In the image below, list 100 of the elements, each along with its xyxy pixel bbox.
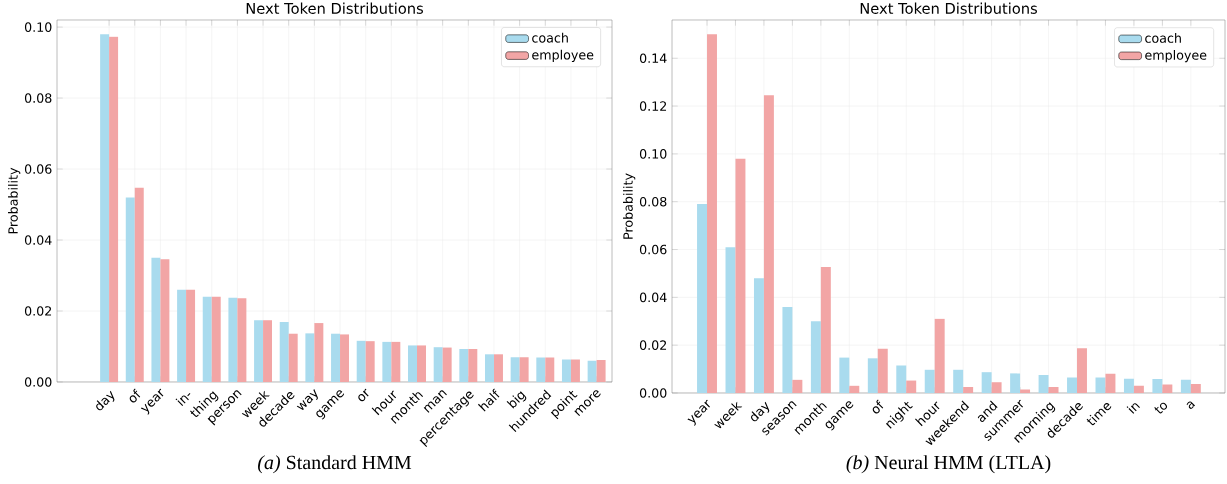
x-tick-label: or	[358, 388, 369, 402]
bar	[792, 379, 803, 393]
bar	[228, 297, 238, 382]
y-tick-label: 0.06	[639, 244, 667, 255]
bar	[263, 320, 273, 382]
bar	[1162, 384, 1173, 393]
y-tick-label: 0.02	[639, 340, 667, 350]
legend-label: coach	[532, 32, 568, 43]
bar	[331, 333, 341, 382]
y-tick-label: 0.00	[639, 388, 667, 398]
bar	[570, 359, 580, 382]
bar	[849, 385, 860, 393]
bar	[707, 34, 717, 393]
bar	[1105, 373, 1116, 393]
bar	[356, 340, 366, 382]
x-tick-label: of	[872, 399, 884, 414]
bar	[493, 354, 503, 382]
bar	[1180, 379, 1191, 393]
bar	[468, 348, 478, 382]
bar	[1067, 377, 1077, 393]
bar	[725, 247, 736, 393]
bar	[596, 359, 606, 382]
bar	[1152, 379, 1163, 393]
text: (a) Standard HMM	[258, 455, 412, 474]
bar	[288, 333, 298, 382]
bar	[924, 369, 935, 393]
bar	[485, 354, 494, 382]
bar	[1010, 373, 1021, 393]
bar	[151, 257, 161, 382]
bar	[177, 289, 187, 382]
bar	[697, 204, 708, 393]
y-tick-label: 0.04	[24, 235, 52, 245]
bar	[839, 357, 850, 393]
bar	[340, 334, 350, 382]
bar	[1038, 375, 1049, 393]
bar	[519, 357, 529, 382]
y-tick-label: 0.14	[639, 53, 667, 64]
x-tick-label: in-	[175, 393, 191, 407]
y-tick-label: 0.12	[639, 101, 667, 111]
bar	[459, 348, 469, 382]
legend-label: coach	[1145, 33, 1181, 43]
text: (b) Neural HMM (LTLA)	[846, 455, 1051, 474]
bar	[561, 359, 571, 382]
bar	[408, 345, 417, 382]
y-tick-label: 0.10	[24, 22, 52, 32]
bar	[1020, 389, 1031, 393]
x-tick-label: way	[296, 389, 318, 411]
y-tick-label: 0.06	[24, 164, 52, 174]
bar	[433, 347, 443, 382]
bar	[442, 347, 452, 382]
chart-title: Next Token Distributions	[246, 2, 424, 14]
y-tick-label: 0.08	[24, 93, 52, 103]
x-tick-label: day	[96, 390, 115, 411]
bar	[1133, 385, 1144, 393]
bar	[1095, 377, 1106, 393]
bar	[782, 306, 793, 393]
legend-label: employee	[1145, 50, 1207, 63]
y-tick-label: 0.08	[639, 196, 667, 207]
bar	[305, 333, 315, 382]
bar	[391, 341, 401, 382]
bar	[1190, 383, 1201, 393]
bar	[1048, 387, 1059, 393]
bar	[125, 197, 135, 382]
bar	[867, 358, 878, 393]
bar	[934, 318, 945, 393]
x-tick-label: in	[1126, 403, 1140, 414]
y-axis-title: Probability	[8, 167, 21, 234]
bar	[981, 372, 992, 393]
bar	[202, 296, 212, 382]
bar	[963, 387, 974, 393]
bar	[279, 322, 289, 382]
y-tick-label: 0.02	[24, 306, 52, 316]
bar	[763, 95, 774, 393]
y-tick-label: 0.10	[639, 149, 667, 159]
bar	[545, 357, 555, 382]
bar	[382, 341, 392, 382]
bar	[953, 369, 964, 393]
y-tick-label: 0.00	[24, 377, 52, 387]
y-axis-title: Probability	[623, 173, 636, 239]
bar	[109, 36, 119, 382]
x-tick-label: of	[129, 388, 141, 403]
chart-title: Next Token Distributions	[860, 2, 1037, 14]
bar	[906, 380, 917, 393]
bar	[134, 187, 144, 382]
bar	[1123, 378, 1134, 393]
bar	[991, 382, 1002, 393]
bar	[1077, 348, 1087, 393]
bar	[820, 266, 831, 393]
bar	[100, 34, 110, 382]
bar	[735, 158, 746, 393]
x-tick-label: to	[1154, 402, 1168, 414]
y-tick-label: 0.04	[639, 292, 667, 303]
bar	[510, 357, 520, 382]
bar	[877, 348, 888, 393]
bar	[365, 341, 375, 382]
bar	[896, 365, 907, 393]
bar	[254, 320, 264, 382]
bar	[536, 357, 546, 382]
bar	[314, 323, 324, 382]
bar	[211, 296, 221, 382]
